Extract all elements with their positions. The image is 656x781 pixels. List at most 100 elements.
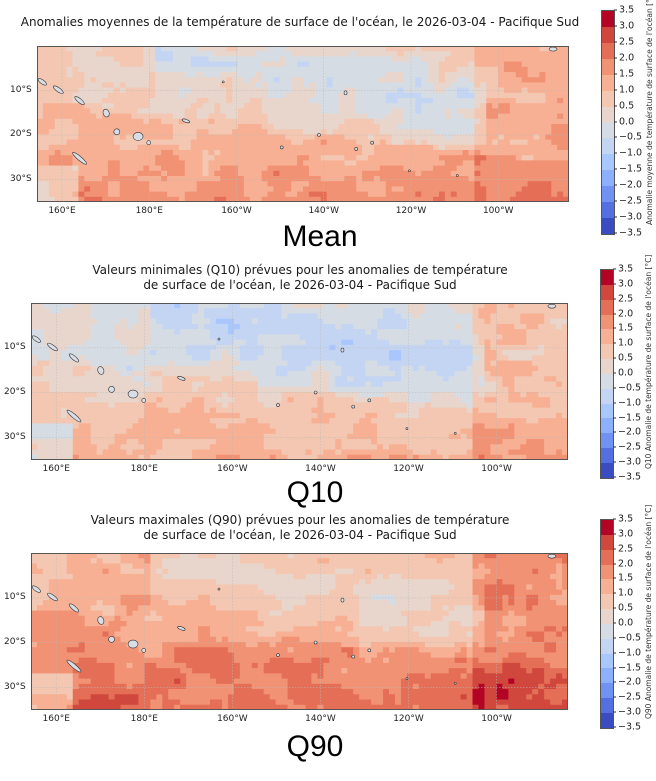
- field-cell: [126, 360, 134, 367]
- field-cell: [125, 186, 133, 193]
- field-cell: [237, 92, 245, 99]
- field-cell: [520, 318, 527, 325]
- field-cell: [544, 365, 551, 372]
- field-cell: [478, 350, 486, 356]
- field-cell: [72, 92, 79, 99]
- field-cell: [90, 87, 97, 94]
- field-cell: [385, 56, 393, 63]
- field-cell: [509, 196, 517, 202]
- field-cell: [54, 103, 62, 109]
- field-cell: [78, 129, 85, 135]
- field-cell: [502, 318, 509, 325]
- field-cell: [326, 196, 334, 202]
- field-cell: [42, 423, 50, 430]
- field-cell: [232, 134, 239, 141]
- field-cell: [397, 66, 405, 73]
- field-cell: [102, 134, 109, 141]
- field-cell: [227, 365, 235, 372]
- field-cell: [178, 72, 186, 78]
- field-cell: [562, 418, 568, 424]
- field-cell: [125, 46, 133, 52]
- field-cell: [433, 139, 440, 146]
- field-cell: [143, 191, 150, 198]
- field-cell: [90, 129, 97, 135]
- field-cell: [72, 160, 79, 167]
- field-cell: [527, 181, 535, 187]
- field-cell: [415, 77, 422, 83]
- field-cell: [353, 308, 360, 315]
- field-cell: [267, 181, 275, 187]
- field-cell: [226, 103, 233, 109]
- field-cell: [460, 339, 468, 346]
- field-cell: [108, 303, 116, 309]
- field-cell: [208, 129, 215, 135]
- field-cell: [66, 318, 74, 325]
- field-cell: [468, 118, 476, 125]
- field-cell: [37, 196, 44, 202]
- field-cell: [60, 407, 68, 414]
- field-cell: [397, 51, 405, 57]
- field-cell: [126, 371, 134, 377]
- field-cell: [474, 181, 481, 187]
- field-cell: [48, 170, 56, 177]
- field-cell: [456, 113, 464, 120]
- field-cell: [190, 66, 198, 73]
- field-cell: [78, 51, 85, 57]
- field-cell: [436, 428, 444, 435]
- field-cell: [119, 176, 127, 182]
- field-cell: [462, 134, 470, 141]
- field-cell: [239, 376, 247, 383]
- field-cell: [490, 391, 497, 398]
- field-cell: [538, 376, 545, 383]
- field-cell: [514, 303, 521, 309]
- field-cell: [521, 186, 529, 193]
- field-cell: [214, 196, 221, 202]
- field-cell: [226, 92, 233, 99]
- field-cell: [149, 118, 156, 125]
- field-cell: [474, 170, 481, 177]
- field-cell: [533, 124, 541, 130]
- field-cell: [174, 402, 181, 409]
- field-cell: [466, 371, 474, 377]
- field-cell: [514, 318, 521, 325]
- field-cell: [227, 391, 235, 398]
- field-cell: [490, 323, 497, 330]
- field-cell: [544, 360, 551, 367]
- field-cell: [137, 77, 144, 83]
- field-cell: [503, 98, 511, 104]
- field-cell: [383, 418, 390, 424]
- field-cell: [359, 397, 366, 404]
- field-cell: [125, 124, 133, 130]
- field-cell: [454, 313, 462, 320]
- field-cell: [210, 318, 217, 325]
- field-cell: [412, 318, 420, 325]
- field-cell: [184, 82, 192, 89]
- field-cell: [492, 103, 499, 109]
- field-cell: [220, 181, 227, 187]
- field-cell: [314, 181, 322, 187]
- field-cell: [131, 118, 139, 125]
- field-cell: [317, 371, 324, 377]
- field-cell: [460, 350, 468, 356]
- field-cell: [323, 323, 330, 330]
- field-cell: [167, 108, 174, 115]
- field-cell: [412, 365, 420, 372]
- field-cell: [66, 412, 74, 419]
- field-cell: [42, 61, 50, 68]
- field-cell: [332, 186, 340, 193]
- field-cell: [515, 186, 523, 193]
- field-cell: [303, 98, 310, 104]
- field-cell: [444, 82, 452, 89]
- panel-1-title-line1: Anomalies moyennes de la température de …: [20, 15, 580, 29]
- field-cell: [167, 129, 174, 135]
- field-cell: [114, 318, 122, 325]
- field-cell: [365, 329, 372, 335]
- field-cell: [389, 303, 396, 309]
- field-cell: [220, 61, 227, 68]
- field-cell: [448, 428, 456, 435]
- field-cell: [249, 181, 257, 187]
- field-cell: [232, 191, 239, 198]
- field-cell: [314, 92, 322, 99]
- field-cell: [273, 170, 280, 177]
- field-cell: [472, 350, 480, 356]
